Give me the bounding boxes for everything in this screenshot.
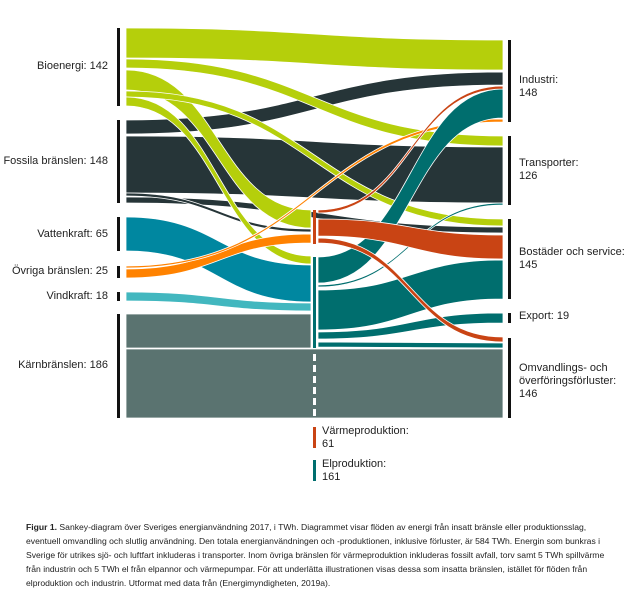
flow-karn-el — [125, 313, 312, 349]
sankey-diagram — [117, 27, 511, 481]
dashed-divider — [313, 387, 316, 394]
dashed-divider — [313, 376, 316, 383]
flow-bio-transporter — [125, 58, 504, 147]
target-name: Bostäder och service: — [519, 246, 625, 258]
target-label-transporter: Transporter: 126 — [519, 157, 579, 183]
node-bar-el-mid — [313, 257, 316, 348]
flow-varme-industri — [317, 85, 504, 214]
flow-varme-bostader — [317, 218, 504, 260]
legend-bar-el — [313, 460, 316, 481]
target-label-industri: Industri: 148 — [519, 74, 558, 100]
source-label-vindkraft: Vindkraft: 18 — [46, 290, 108, 302]
flow-el-export — [317, 312, 504, 340]
flow-vind-el — [125, 291, 312, 312]
target-name: Industri: — [519, 74, 559, 86]
flow-bio-varme — [125, 69, 312, 229]
figure-caption: Figur 1. Sankey-diagram över Sveriges en… — [26, 520, 616, 590]
node-bar-transporter — [508, 136, 511, 205]
target-value: 146 — [519, 388, 538, 400]
mid-label-elproduktion: Elproduktion: 161 — [322, 458, 386, 484]
target-value: 126 — [519, 170, 538, 182]
node-bar-karn — [117, 314, 120, 418]
node-bar-export — [508, 313, 511, 323]
flow-el-forluster — [317, 341, 504, 349]
caption-text: Sankey-diagram över Sveriges energianvän… — [26, 522, 605, 588]
node-bar-fossila — [117, 120, 120, 203]
node-bar-varme-mid — [313, 210, 316, 244]
mid-value: 61 — [322, 438, 335, 450]
flow-el-bostader — [317, 259, 504, 331]
node-bar-bostader — [508, 219, 511, 299]
source-label-ovriga: Övriga bränslen: 25 — [12, 265, 108, 277]
target-label-omvandling: Omvandlings- och överföringsförluster: 146 — [519, 362, 616, 401]
nodes — [117, 28, 511, 481]
flow-karn-forluster — [125, 348, 504, 419]
dashed-divider — [313, 398, 316, 405]
mid-name: Elproduktion: — [322, 458, 387, 470]
dashed-divider — [313, 354, 316, 361]
flow-el-industri — [317, 88, 504, 284]
node-bar-ovriga — [117, 266, 120, 278]
node-bar-vindkraft — [117, 292, 120, 301]
source-label-vattenkraft: Vattenkraft: 65 — [37, 228, 108, 240]
target-name: Transporter: — [519, 157, 579, 169]
flow-bio-el — [125, 96, 312, 265]
flow-bio-bostader — [125, 90, 504, 227]
target-name: Omvandlings- och — [519, 362, 608, 374]
node-bar-vattenkraft — [117, 217, 120, 251]
target-label-bostader: Bostäder och service: 145 — [519, 246, 625, 272]
dashed-divider — [313, 365, 316, 372]
flow-fossila-el — [125, 192, 312, 233]
legend-bar-varme — [313, 427, 316, 448]
source-label-bioenergi: Bioenergi: 142 — [37, 60, 108, 72]
mid-name: Värmeproduktion: — [322, 425, 409, 437]
source-label-karnbranslen: Kärnbränslen: 186 — [18, 359, 108, 371]
mid-label-varmeproduktion: Värmeproduktion: 61 — [322, 425, 409, 451]
node-bar-industri — [508, 40, 511, 122]
flow-bio-industri — [125, 27, 504, 71]
node-bar-bioenergi — [117, 28, 120, 106]
flow-ovriga-industri — [125, 118, 504, 269]
flow-varme-forluster — [317, 237, 504, 343]
source-label-fossila: Fossila bränslen: 148 — [3, 155, 108, 167]
caption-label: Figur 1. — [26, 522, 58, 532]
dashed-divider — [313, 409, 316, 416]
target-value: 145 — [519, 259, 538, 271]
target-label-export: Export: 19 — [519, 310, 570, 322]
node-bar-omvandling — [508, 338, 511, 418]
target-name-2: överföringsförluster: — [519, 375, 617, 387]
mid-value: 161 — [322, 471, 341, 483]
target-value: 148 — [519, 87, 538, 99]
